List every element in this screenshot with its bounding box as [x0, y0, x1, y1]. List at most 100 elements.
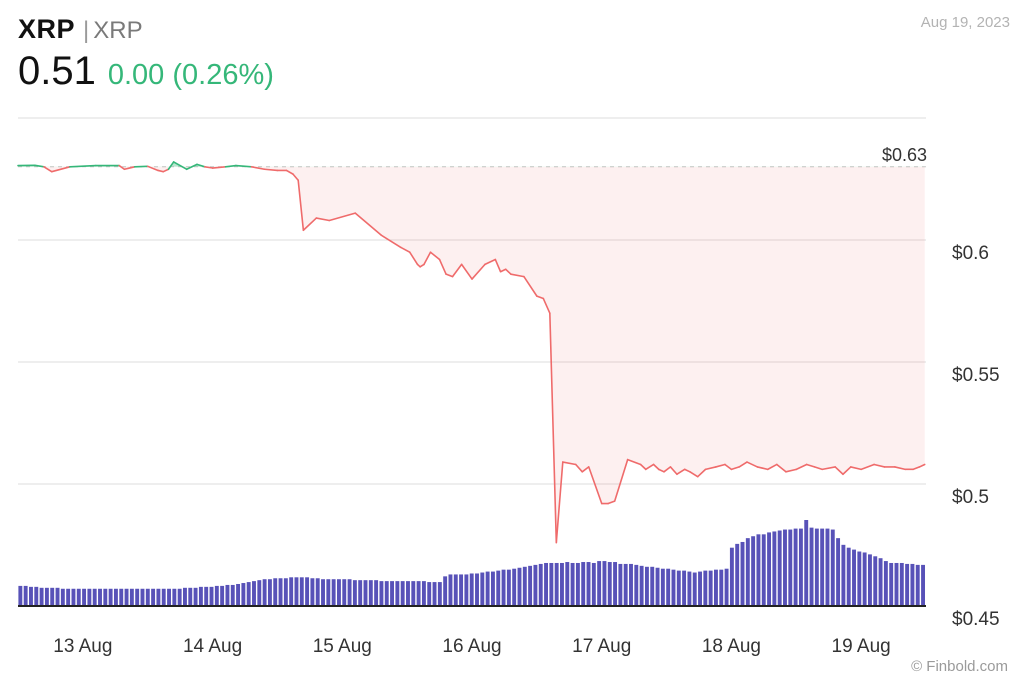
volume-bar: [363, 580, 368, 605]
volume-bar: [236, 583, 241, 605]
volume-bar: [506, 569, 511, 605]
volume-bar: [220, 585, 225, 605]
volume-bar: [772, 531, 777, 605]
volume-bar: [528, 565, 533, 605]
volume-bar: [18, 585, 23, 605]
volume-bar: [629, 563, 633, 605]
volume-bar: [209, 586, 214, 605]
x-tick-label: 16 Aug: [442, 636, 501, 657]
volume-bar: [135, 588, 140, 605]
volume-bar: [60, 588, 65, 605]
volume-bar: [804, 520, 809, 605]
volume-bar: [623, 563, 628, 605]
y-tick-label: $0.6: [952, 243, 989, 264]
volume-bar: [735, 543, 740, 605]
volume-bar: [416, 581, 421, 605]
volume-bar: [798, 528, 803, 605]
price-line-segment: [162, 168, 170, 173]
volume-bar: [644, 566, 649, 605]
price-line-segment: [408, 251, 419, 266]
volume-bar: [650, 566, 655, 605]
price-line-segment: [776, 463, 787, 473]
volume-bar: [305, 577, 310, 605]
volume-bar: [793, 528, 798, 605]
price-line-segment: [34, 164, 45, 168]
ticker-symbol: XRP: [18, 14, 76, 44]
volume-bar: [501, 569, 506, 605]
finbold-watermark: © Finbold.com: [911, 658, 1008, 675]
price-line-segment: [724, 463, 733, 471]
volume-bar: [724, 568, 729, 605]
volume-bar: [873, 556, 878, 605]
volume-bar: [151, 588, 156, 605]
volume-bar: [98, 588, 102, 605]
volume-bar: [570, 562, 575, 605]
volume-bar: [464, 574, 469, 605]
y-tick-label: $0.45: [952, 609, 1000, 630]
volume-bar: [889, 562, 894, 605]
volume-bar: [87, 588, 92, 605]
price-line-segment: [43, 166, 53, 173]
volume-bar: [862, 552, 867, 605]
volume-bar: [252, 581, 256, 605]
volume-bar: [336, 579, 341, 605]
price-line-segment: [542, 297, 551, 315]
volume-bar: [692, 572, 697, 605]
price-line-segment: [185, 163, 198, 171]
volume-bar: [761, 534, 766, 605]
price-line-segment: [626, 458, 642, 466]
volume-bar: [538, 563, 543, 605]
price-line-segment: [157, 169, 165, 173]
volume-bar: [836, 538, 841, 605]
volume-bar: [708, 570, 713, 605]
volume-bar: [756, 534, 761, 605]
volume-bar: [852, 549, 856, 605]
price-line-segment: [203, 166, 214, 169]
x-tick-label: 14 Aug: [183, 636, 242, 657]
volume-bar: [618, 563, 623, 605]
title-row: XRP | XRP: [18, 14, 274, 45]
volume-bar: [485, 571, 490, 605]
volume-bar: [586, 562, 591, 605]
volume-bar: [230, 584, 235, 605]
volume-bar: [161, 588, 166, 605]
price-line-segment: [746, 461, 759, 468]
price-line-segment: [484, 258, 497, 266]
volume-bar: [188, 587, 193, 605]
volume-bar: [411, 581, 416, 605]
volume-bar: [278, 578, 283, 605]
volume-bar: [448, 574, 453, 605]
volume-bar: [767, 532, 772, 605]
price-line-segment: [536, 295, 545, 300]
volume-bar: [719, 569, 724, 605]
price-line-segment: [380, 234, 402, 249]
price-line-segment: [795, 463, 808, 471]
ticker-header: XRP | XRP 0.51 0.00 (0.26%): [18, 14, 274, 94]
volume-bar: [140, 588, 145, 605]
volume-bar: [310, 578, 315, 605]
volume-bar: [177, 588, 182, 605]
volume-bar: [639, 565, 644, 605]
volume-bar: [193, 587, 198, 605]
volume-bar: [358, 580, 363, 605]
price-line-segment: [354, 212, 383, 236]
price-line-segment: [146, 165, 159, 172]
volume-bar: [549, 562, 554, 605]
price-line-segment: [918, 463, 926, 468]
volume-bar: [76, 588, 81, 605]
volume-bar: [198, 586, 203, 605]
volume-bar: [390, 581, 395, 605]
volume-bar: [432, 582, 437, 605]
volume-bar: [34, 586, 39, 605]
price-line-segment: [167, 161, 175, 171]
asset-name: XRP: [93, 17, 143, 44]
volume-bar: [113, 588, 118, 605]
volume-bar: [289, 577, 294, 605]
volume-bar: [299, 577, 304, 605]
volume-bar: [883, 561, 888, 605]
price-line-segment: [399, 246, 411, 253]
area-below-reference: [43, 166, 925, 543]
price-line-segment: [657, 468, 665, 473]
x-tick-label: 17 Aug: [572, 636, 631, 657]
price-line-segment: [756, 466, 769, 471]
